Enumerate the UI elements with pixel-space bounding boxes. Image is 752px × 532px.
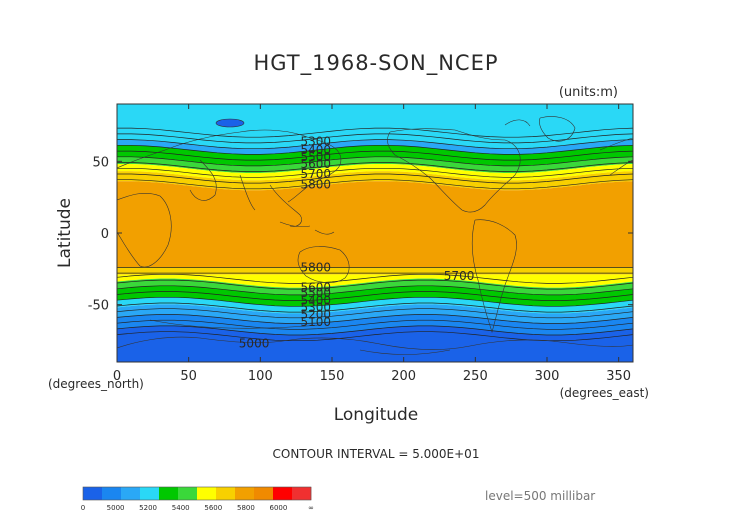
contour-line bbox=[117, 325, 633, 336]
colorbar: 0 5000 5200 5400 5600 5800 6000 ∞ bbox=[81, 486, 314, 512]
contour-label: 5200 bbox=[301, 308, 332, 322]
color-band-10 bbox=[117, 285, 633, 307]
color-band-12 bbox=[117, 304, 633, 324]
contour-line bbox=[117, 150, 633, 161]
contour-label: 5700 bbox=[301, 167, 332, 181]
color-band-4 bbox=[117, 164, 633, 181]
y-axis: 50 0 -50 bbox=[88, 155, 633, 314]
x-tick-label: 0 bbox=[113, 369, 121, 384]
color-band-9 bbox=[117, 278, 633, 295]
x-tick-label: 200 bbox=[391, 369, 416, 384]
x-tick-label: 350 bbox=[606, 369, 631, 384]
colorbar-swatch bbox=[140, 487, 160, 500]
contour-line bbox=[117, 314, 633, 324]
contour-label: 5300 bbox=[301, 134, 332, 148]
colorbar-swatch bbox=[102, 487, 122, 500]
chart-title: HGT_1968-SON_NCEP bbox=[253, 51, 498, 76]
color-band-7 bbox=[117, 267, 633, 275]
contour-label: 5300 bbox=[301, 301, 332, 315]
contour-line bbox=[117, 302, 633, 313]
x-tick-label: 100 bbox=[248, 369, 273, 384]
contour-label: 5800 bbox=[301, 177, 332, 191]
colorbar-tick-label: ∞ bbox=[308, 504, 314, 512]
contour-label: 5400 bbox=[301, 143, 332, 157]
colorbar-tick-label: 5200 bbox=[139, 504, 157, 512]
x-tick-label: 150 bbox=[320, 369, 345, 384]
contour-label: 5500 bbox=[301, 150, 332, 164]
color-band-2 bbox=[117, 145, 633, 166]
contour-line bbox=[117, 139, 633, 150]
color-band-13 bbox=[117, 314, 633, 335]
colorbar-swatch bbox=[216, 487, 236, 500]
y-tick-label: 0 bbox=[101, 227, 109, 242]
contour-line bbox=[117, 162, 633, 172]
x-axis-title: Longitude bbox=[334, 405, 419, 425]
contour-lines bbox=[117, 127, 633, 342]
colorbar-swatch bbox=[121, 487, 141, 500]
color-band-1 bbox=[117, 139, 633, 155]
contour-interval-text: CONTOUR INTERVAL = 5.000E+01 bbox=[273, 447, 480, 461]
contour-line bbox=[117, 308, 633, 319]
level-text: level=500 millibar bbox=[485, 489, 595, 503]
color-band-14 bbox=[117, 325, 633, 362]
contour-label: 5800 bbox=[301, 260, 332, 274]
color-band-6 bbox=[117, 181, 633, 268]
contour-line bbox=[117, 144, 633, 155]
contour-line bbox=[117, 127, 633, 138]
contour-label: 5400 bbox=[301, 293, 332, 307]
contour-line bbox=[117, 173, 633, 184]
colorbar-swatch bbox=[83, 487, 103, 500]
units-label: (units:m) bbox=[559, 85, 618, 100]
contour-line bbox=[117, 291, 633, 301]
contour-line bbox=[117, 133, 633, 144]
contour-labels: 5300540055005600570058005800570056005500… bbox=[239, 134, 475, 350]
contour-label: 5500 bbox=[301, 286, 332, 300]
colorbar-swatch bbox=[292, 487, 312, 500]
x-axis: 0 50 100 150 200 250 300 350 bbox=[113, 104, 631, 384]
x-unit-label: (degrees_north) bbox=[48, 377, 144, 391]
colorbar-swatch bbox=[235, 487, 255, 500]
colorbar-swatch bbox=[178, 487, 198, 500]
colorbar-tick-label: 0 bbox=[81, 504, 85, 512]
colorbar-swatch bbox=[159, 487, 179, 500]
x-tick-label: 300 bbox=[535, 369, 560, 384]
colorbar-swatch bbox=[254, 487, 274, 500]
colorbar-tick-label: 5800 bbox=[237, 504, 255, 512]
colorbar-swatch bbox=[273, 487, 293, 500]
x-tick-label: 250 bbox=[463, 369, 488, 384]
contour-line bbox=[117, 167, 633, 178]
color-band-3 bbox=[117, 156, 633, 173]
colorbar-frame bbox=[82, 486, 312, 501]
contour-line bbox=[117, 273, 633, 284]
colorbar-tick-label: 5600 bbox=[204, 504, 222, 512]
contour-label: 5100 bbox=[301, 315, 332, 329]
arctic-low-center bbox=[215, 118, 245, 128]
contour-line bbox=[117, 179, 633, 190]
contour-line bbox=[117, 319, 633, 330]
colorbar-tick-label: 6000 bbox=[269, 504, 287, 512]
colorbar-tick-label: 5400 bbox=[172, 504, 190, 512]
contour-label: 5600 bbox=[301, 157, 332, 171]
y-axis-title: Latitude bbox=[55, 198, 75, 268]
y-tick-label: -50 bbox=[88, 299, 109, 314]
x-tick-label: 50 bbox=[180, 369, 197, 384]
x-unit-label-east: (degrees_east) bbox=[560, 386, 649, 400]
color-band-8 bbox=[117, 274, 633, 288]
contour-line bbox=[117, 285, 633, 296]
colorbar-swatch bbox=[197, 487, 217, 500]
contour-label: 5700 bbox=[444, 269, 475, 283]
colorbar-tick-label: 5000 bbox=[107, 504, 125, 512]
contour-label: 5000 bbox=[239, 336, 270, 350]
contour-label: 5600 bbox=[301, 281, 332, 295]
plot-area bbox=[117, 104, 633, 362]
y-tick-label: 50 bbox=[92, 155, 109, 170]
contour-line bbox=[117, 296, 633, 307]
contour-line bbox=[117, 279, 633, 290]
coastlines bbox=[117, 116, 633, 355]
